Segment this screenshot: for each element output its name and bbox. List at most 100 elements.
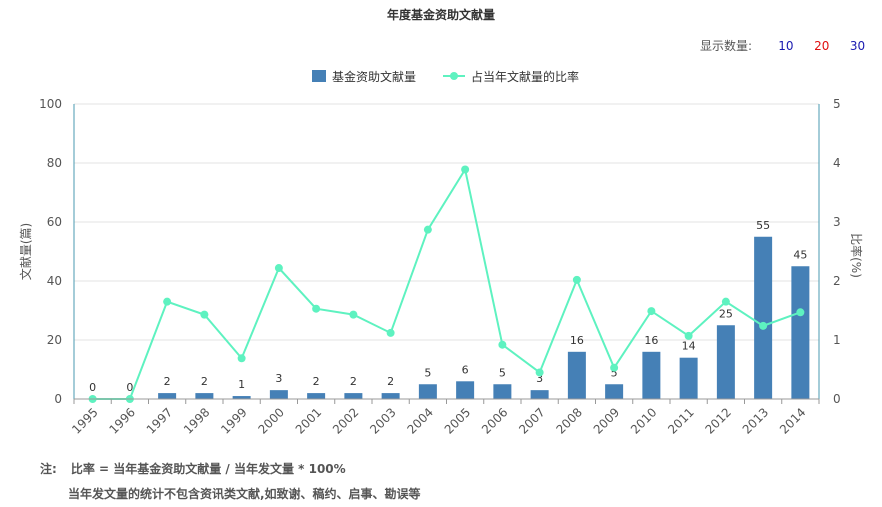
legend-line-label: 占当年文献量的比率 — [471, 69, 579, 84]
bar — [307, 393, 326, 399]
bar — [418, 384, 437, 399]
bar-data-label: 45 — [793, 248, 807, 261]
legend-bar-label: 基金资助文献量 — [332, 69, 416, 84]
bar — [381, 393, 400, 399]
note-ratio: 注: 比率 = 当年基金资助文献量 / 当年发文量 * 100% — [40, 460, 346, 477]
ratio-point — [461, 165, 470, 174]
bar-data-label: 5 — [424, 366, 431, 379]
ratio-point — [423, 225, 432, 234]
note-line-1: 比率 = 当年基金资助文献量 / 当年发文量 * 100% — [70, 462, 346, 476]
bar-data-label: 16 — [644, 334, 658, 347]
chart-title: 年度基金资助文献量 — [386, 8, 495, 22]
ratio-point — [796, 308, 805, 317]
x-tick-label: 2000 — [255, 405, 286, 436]
ratio-point — [163, 297, 172, 306]
bar-data-label: 2 — [387, 375, 394, 388]
ratio-point — [200, 310, 209, 319]
ratio-point — [237, 354, 246, 363]
bar — [530, 390, 549, 399]
bar-data-label: 2 — [350, 375, 357, 388]
ratio-point — [498, 340, 507, 349]
x-tick-label: 2001 — [293, 405, 324, 436]
x-tick-label: 1995 — [69, 405, 100, 436]
ratio-point — [274, 264, 283, 273]
bar-data-label: 3 — [275, 372, 282, 385]
ratio-point — [535, 368, 544, 377]
x-tick-label: 2007 — [516, 405, 547, 436]
bar — [754, 236, 773, 399]
legend-bar-swatch — [312, 70, 326, 82]
x-tick-label: 2010 — [628, 405, 659, 436]
ratio-point — [721, 297, 730, 306]
y-right-tick-label: 1 — [833, 333, 841, 347]
x-tick-label: 2008 — [553, 405, 584, 436]
count-option-30[interactable]: 30 — [849, 39, 866, 53]
bar-data-label: 14 — [682, 340, 696, 353]
bar-data-label: 0 — [89, 381, 96, 394]
bar-data-label: 5 — [611, 366, 618, 379]
x-tick-label: 2003 — [367, 405, 398, 436]
bar — [791, 266, 810, 399]
y-left-tick-label: 40 — [47, 274, 62, 288]
ratio-point — [610, 363, 619, 372]
x-tick-label: 1998 — [181, 405, 212, 436]
x-tick-label: 2012 — [702, 405, 733, 436]
ratio-point — [647, 307, 656, 316]
y-right-tick-label: 2 — [833, 274, 841, 288]
x-tick-label: 2004 — [404, 405, 435, 436]
x-tick-label: 2002 — [330, 405, 361, 436]
bar-data-label: 3 — [536, 372, 543, 385]
x-tick-label: 1997 — [144, 405, 175, 436]
line-series — [88, 165, 805, 403]
legend: 基金资助文献量 占当年文献量的比率 — [312, 69, 579, 84]
bar-data-label: 2 — [313, 375, 320, 388]
bar-data-label: 0 — [126, 381, 133, 394]
x-tick-label: 2009 — [591, 405, 622, 436]
bar — [493, 384, 512, 399]
y-left-tick-label: 60 — [47, 215, 62, 229]
y-left-tick-label: 0 — [54, 392, 62, 406]
bar — [605, 384, 624, 399]
y-left-tick-label: 20 — [47, 333, 62, 347]
bar — [269, 390, 288, 399]
y-right-tick-label: 3 — [833, 215, 841, 229]
bar — [344, 393, 363, 399]
ratio-point — [349, 310, 358, 319]
ratio-point — [312, 304, 321, 313]
note-line-2: 当年发文量的统计不包含资讯类文献,如致谢、稿约、启事、勘误等 — [68, 487, 421, 501]
bar — [195, 393, 214, 399]
count-option-10[interactable]: 10 — [778, 39, 794, 53]
y-left-tick-label: 100 — [39, 97, 62, 111]
x-tick-label: 2006 — [479, 405, 510, 436]
bar-data-label: 6 — [462, 363, 469, 376]
display-count-selector: 显示数量: 10 20 30 — [700, 37, 874, 54]
y-left-axis-title: 文献量(篇) — [18, 223, 33, 280]
bar-data-label: 2 — [164, 375, 171, 388]
x-tick-label: 2013 — [740, 405, 771, 436]
bar-data-label: 5 — [499, 366, 506, 379]
x-tick-label: 2005 — [442, 405, 473, 436]
grid-lines — [74, 103, 819, 341]
legend-line-marker — [450, 72, 458, 80]
bar — [158, 393, 177, 399]
count-option-20[interactable]: 20 — [814, 39, 830, 53]
bar — [679, 357, 698, 399]
bar-data-label: 55 — [756, 219, 770, 232]
x-tick-label: 2014 — [777, 405, 808, 436]
bar-data-label: 25 — [719, 307, 733, 320]
y-right-axis-title: 比率(%) — [849, 233, 864, 278]
bar — [642, 351, 661, 399]
x-tick-label: 1999 — [218, 405, 249, 436]
x-tick-label: 1996 — [106, 405, 137, 436]
y-right-tick-label: 5 — [833, 97, 841, 111]
bar — [567, 351, 586, 399]
bar-data-label: 16 — [570, 334, 584, 347]
x-tick-label: 2011 — [665, 405, 696, 436]
display-count-label: 显示数量: — [700, 39, 753, 53]
bar-data-label: 2 — [201, 375, 208, 388]
ratio-line — [92, 166, 801, 400]
bar — [456, 381, 475, 399]
